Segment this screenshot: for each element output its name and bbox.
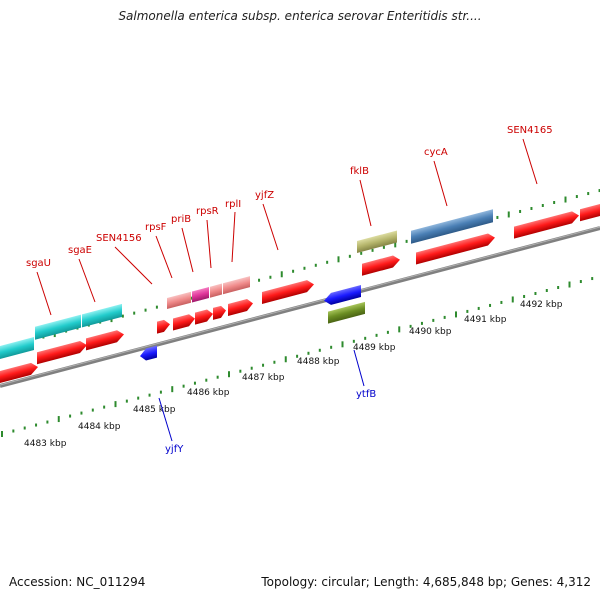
kbp-label: 4488 kbp: [297, 357, 340, 367]
forward-gene-leader: [231, 211, 236, 263]
forward-gene-label[interactable]: yjfZ: [255, 190, 274, 201]
forward-gene-arrow[interactable]: [0, 361, 38, 386]
forward-gene-leader: [433, 160, 448, 207]
kbp-label: 4483 kbp: [24, 439, 67, 449]
accession-value: NC_011294: [76, 575, 146, 589]
forward-gene-label[interactable]: SEN4156: [96, 233, 142, 244]
feature-bar-pink[interactable]: [223, 276, 250, 295]
forward-gene-label[interactable]: rpsF: [145, 222, 167, 233]
kbp-label: 4490 kbp: [409, 327, 452, 337]
forward-gene-leader: [36, 271, 52, 316]
reverse-gene-arrow[interactable]: [324, 284, 361, 307]
forward-gene-arrow[interactable]: [86, 328, 124, 351]
forward-gene-label[interactable]: cycA: [424, 147, 448, 158]
backbone-layer: [0, 226, 600, 388]
feature-bar-olive[interactable]: [357, 230, 397, 254]
forward-gene-arrow[interactable]: [416, 232, 495, 265]
forward-gene-leader: [78, 258, 96, 303]
forward-gene-leader: [181, 227, 194, 273]
kbp-label: 4486 kbp: [187, 388, 230, 398]
topology-info: Topology: circular; Length: 4,685,848 bp…: [261, 575, 591, 589]
label-layer: 4483 kbp 4484 kbp 4485 kbp 4486 kbp 4487 kbp…: [24, 125, 563, 455]
feature-bar-pink[interactable]: [210, 283, 222, 298]
kbp-label: 4491 kbp: [464, 315, 507, 325]
forward-gene-leader: [206, 219, 212, 269]
feature-bar-cyan[interactable]: [0, 337, 34, 362]
feature-bar-magenta[interactable]: [192, 286, 209, 303]
forward-gene-arrow[interactable]: [580, 201, 600, 222]
forward-gene-arrow[interactable]: [228, 297, 253, 316]
forward-gene-arrow[interactable]: [514, 210, 579, 239]
forward-gene-label[interactable]: priB: [171, 214, 191, 225]
reverse-gene-label[interactable]: yjfY: [165, 444, 184, 455]
forward-gene-label[interactable]: fklB: [350, 166, 369, 177]
feature-bar-green[interactable]: [328, 301, 365, 324]
reverse-gene-label[interactable]: ytfB: [356, 389, 376, 400]
forward-gene-arrow[interactable]: [157, 318, 170, 334]
forward-gene-arrow[interactable]: [173, 313, 195, 331]
forward-gene-arrow[interactable]: [195, 308, 213, 325]
reverse-gene-arrow[interactable]: [140, 345, 157, 362]
kbp-label: 4484 kbp: [78, 422, 121, 432]
forward-gene-leader: [522, 138, 538, 185]
reverse-gene-leader: [353, 349, 365, 387]
forward-gene-leader: [155, 235, 173, 279]
forward-gene-arrow[interactable]: [362, 254, 400, 276]
forward-gene-label[interactable]: rplI: [225, 199, 241, 210]
kbp-label: 4489 kbp: [353, 343, 396, 353]
forward-gene-label[interactable]: sgaE: [68, 245, 92, 256]
kbp-label: 4487 kbp: [242, 373, 285, 383]
kbp-label: 4492 kbp: [520, 300, 563, 310]
accession-info: Accession: NC_011294: [9, 575, 145, 589]
forward-gene-leader: [262, 203, 279, 251]
forward-gene-arrow[interactable]: [213, 304, 226, 320]
forward-gene-label[interactable]: sgaU: [26, 258, 51, 269]
genome-backbone-highlight: [0, 226, 600, 386]
feature-bar-steel[interactable]: [411, 209, 493, 244]
forward-gene-leader: [359, 179, 372, 227]
feature-bar-cyan[interactable]: [82, 303, 122, 328]
forward-gene-arrow[interactable]: [262, 278, 314, 305]
feature-bar-cyan[interactable]: [35, 314, 81, 340]
map-title: Salmonella enterica subsp. enterica sero…: [118, 9, 482, 23]
reverse-gene-leader: [158, 397, 173, 442]
accession-label: Accession:: [9, 575, 73, 589]
forward-gene-arrow[interactable]: [37, 339, 87, 365]
genome-backbone: [0, 226, 600, 388]
forward-gene-leader: [114, 246, 153, 285]
kbp-label: 4485 kbp: [133, 405, 176, 415]
forward-gene-label[interactable]: rpsR: [196, 206, 219, 217]
feature-bar-pink[interactable]: [167, 291, 191, 310]
forward-gene-label[interactable]: SEN4165: [507, 125, 553, 136]
feature-layer: [0, 201, 600, 386]
